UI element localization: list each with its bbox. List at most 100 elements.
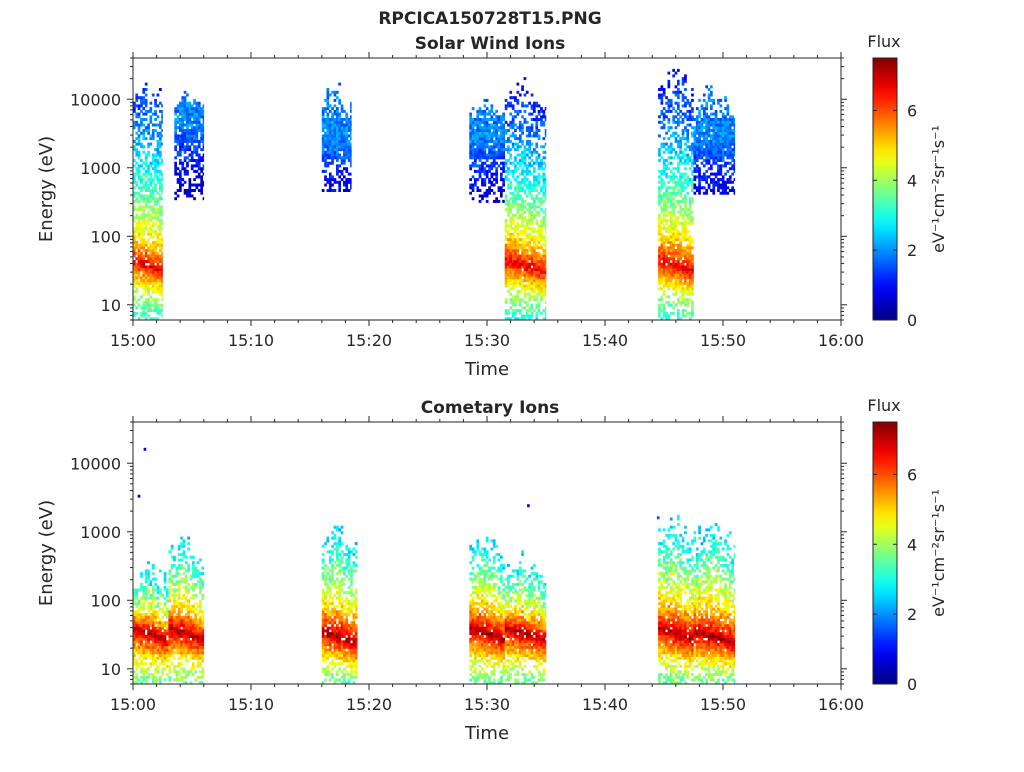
sw-cell — [682, 227, 685, 230]
sw-cell — [147, 211, 150, 214]
com-cell — [159, 662, 162, 665]
sw-cell — [486, 154, 489, 157]
sw-cell — [514, 279, 517, 282]
sw-cell — [661, 241, 664, 244]
sw-cell — [495, 110, 498, 113]
sw-cell — [535, 178, 538, 181]
sw-cell — [712, 156, 715, 159]
sw-cell — [147, 216, 150, 219]
sw-cell — [514, 129, 517, 132]
com-cell — [168, 670, 171, 673]
com-cell — [140, 668, 143, 671]
sw-cell — [663, 276, 666, 279]
sw-cell — [154, 285, 157, 288]
sw-cell — [469, 140, 472, 143]
sw-cell — [663, 227, 666, 230]
sw-cell — [147, 255, 150, 258]
sw-cell — [689, 167, 692, 170]
com-cell — [180, 602, 183, 605]
sw-cell — [517, 154, 520, 157]
sw-cell — [152, 94, 155, 97]
sw-cell — [689, 118, 692, 121]
sw-cell — [150, 162, 153, 165]
sw-cell — [705, 170, 708, 173]
com-cell — [138, 635, 141, 638]
sw-cell — [509, 244, 512, 247]
sw-cell — [540, 282, 543, 285]
sw-cell — [514, 263, 517, 266]
com-cell — [135, 594, 138, 597]
sw-cell — [670, 263, 673, 266]
sw-cell — [135, 235, 138, 238]
com-cell — [164, 643, 167, 646]
sw-cell — [691, 268, 694, 271]
sw-cell — [150, 184, 153, 187]
sw-cell — [145, 88, 148, 91]
sw-cell — [538, 134, 541, 137]
sw-cell — [157, 154, 160, 157]
sw-cell — [545, 279, 547, 282]
sw-cell — [500, 126, 503, 129]
sw-cell — [327, 148, 330, 151]
sw-cell — [476, 178, 479, 181]
sw-cell — [154, 222, 157, 225]
sw-cell — [147, 227, 150, 230]
com-cell — [157, 629, 160, 632]
sw-cell — [138, 304, 141, 307]
sw-cell — [140, 227, 143, 230]
sw-cell — [138, 96, 141, 99]
sw-cell — [540, 274, 543, 277]
sw-cell — [140, 145, 143, 148]
sw-cell — [150, 118, 153, 121]
com-cell — [140, 649, 143, 652]
sw-cell — [524, 276, 527, 279]
sw-cell — [686, 154, 689, 157]
sw-cell — [545, 315, 547, 318]
sw-cell — [196, 126, 199, 129]
sw-cell — [498, 121, 501, 124]
sw-cell — [663, 249, 666, 252]
sw-cell — [159, 233, 162, 236]
sw-cell — [161, 227, 163, 230]
sw-cell — [145, 126, 148, 129]
sw-cell — [703, 186, 706, 189]
sw-cell — [543, 255, 546, 258]
sw-cell — [509, 104, 512, 107]
sw-cell — [343, 167, 346, 170]
sw-cell — [701, 121, 704, 124]
sw-cell — [154, 164, 157, 167]
sw-cell — [157, 178, 160, 181]
sw-cell — [142, 167, 145, 170]
com-cell — [180, 553, 183, 556]
sw-cell — [203, 143, 205, 146]
sw-cell — [698, 175, 701, 178]
sw-cell — [502, 167, 505, 170]
sw-cell — [505, 170, 508, 173]
sw-cell — [484, 148, 487, 151]
sw-cell — [703, 175, 706, 178]
sw-cell — [663, 274, 666, 277]
sw-cell — [512, 274, 515, 277]
sw-cell — [502, 140, 505, 143]
sw-cell — [469, 115, 472, 118]
sw-cell — [543, 290, 546, 293]
sw-cell — [469, 137, 472, 140]
sw-cell — [145, 219, 148, 222]
sw-cell — [543, 124, 546, 127]
sw-cell — [684, 181, 687, 184]
sw-cell — [484, 126, 487, 129]
sw-cell — [193, 115, 196, 118]
sw-cell — [140, 295, 143, 298]
sw-cell — [543, 186, 546, 189]
sw-cell — [526, 148, 529, 151]
sw-cell — [329, 110, 332, 113]
sw-cell — [722, 156, 725, 159]
sw-cell — [524, 77, 527, 80]
sw-cell — [345, 115, 348, 118]
com-cell — [164, 605, 167, 608]
sw-cell — [670, 225, 673, 228]
sw-cell — [540, 285, 543, 288]
sw-cell — [152, 162, 155, 165]
sw-cell — [533, 260, 536, 263]
com-cell — [180, 640, 183, 643]
